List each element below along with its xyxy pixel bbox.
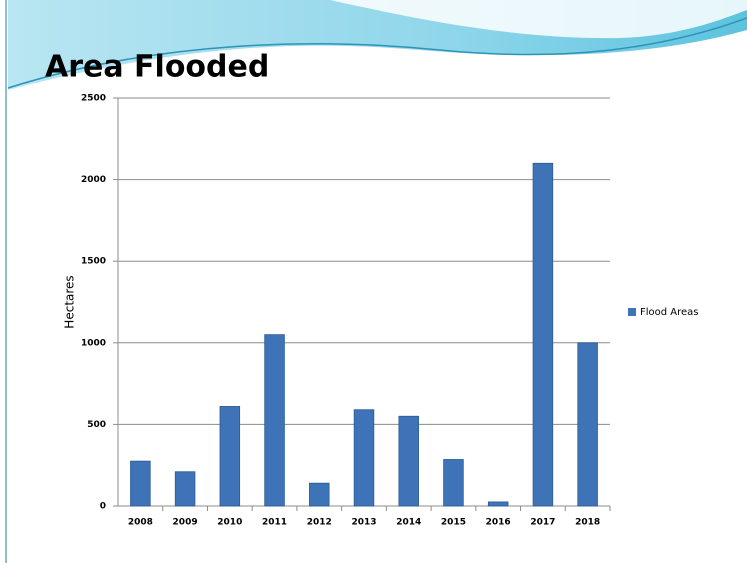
x-tick-label: 2017 [530,518,555,528]
legend-swatch [628,308,636,316]
x-tick-label: 2018 [575,518,600,528]
y-tick-label: 500 [87,420,106,430]
y-tick-label: 2000 [81,175,106,185]
y-tick-label: 0 [100,502,106,512]
x-tick-label: 2016 [486,518,511,528]
x-tick-label: 2009 [173,518,198,528]
y-tick-label: 1500 [81,257,106,267]
bar [309,482,330,507]
y-axis-label: Hectares [63,275,77,328]
header-wave-light [330,0,747,39]
x-tick-label: 2015 [441,518,466,528]
x-tick-label: 2013 [351,518,376,528]
x-tick-label: 2014 [396,518,421,528]
bar [443,459,464,507]
bar [130,460,151,507]
bar [353,409,375,507]
chart-title: Area Flooded [45,50,269,85]
x-tick-label: 2011 [262,518,287,528]
x-tick-label: 2008 [128,518,153,528]
y-tick-label: 1000 [81,338,106,348]
y-tick-label: 2500 [81,94,106,104]
bar [264,334,285,507]
bar [577,342,598,507]
x-tick-label: 2010 [217,518,242,528]
bar [532,162,554,507]
bar [398,415,419,507]
legend-label: Flood Areas [640,307,699,318]
bar [219,406,241,507]
bar [174,471,196,507]
bar [487,501,509,507]
x-tick-label: 2012 [307,518,332,528]
header-wave-line [7,17,747,89]
